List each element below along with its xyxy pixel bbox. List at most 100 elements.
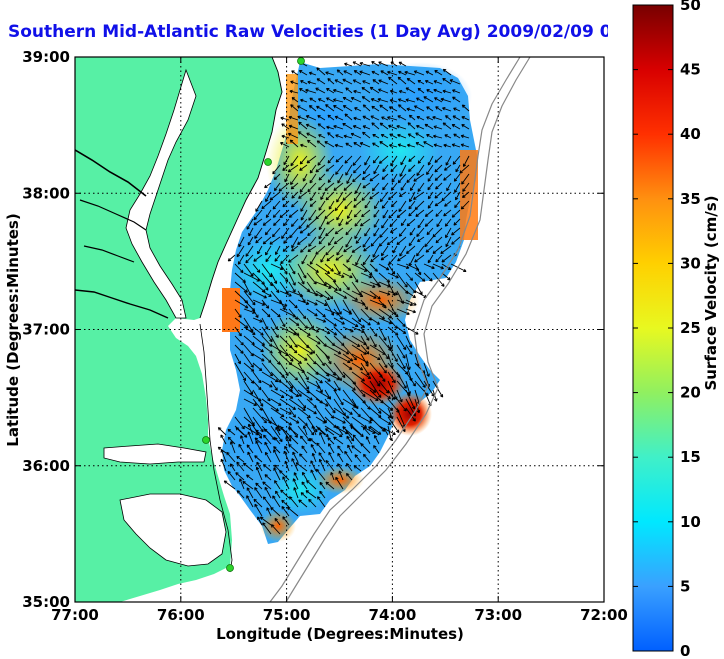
- velocity-arrow: [299, 164, 308, 171]
- velocity-arrow: [444, 218, 452, 227]
- velocity-arrow: [279, 290, 292, 297]
- velocity-arrow: [288, 335, 298, 348]
- velocity-arrow: [361, 86, 371, 94]
- velocity-arrow: [343, 70, 353, 76]
- velocity-arrow: [350, 96, 362, 103]
- velocity-arrow: [371, 122, 380, 130]
- velocity-arrow: [282, 476, 290, 490]
- velocity-arrow: [255, 200, 263, 212]
- velocity-arrow: [408, 164, 416, 173]
- velocity-arrow: [423, 272, 433, 282]
- velocity-arrow: [288, 353, 302, 365]
- velocity-arrow: [396, 236, 407, 246]
- velocity-arrow: [408, 114, 416, 121]
- velocity-arrow: [327, 132, 335, 139]
- velocity-arrow: [297, 371, 310, 390]
- map-title: Southern Mid-Atlantic Raw Velocities (1 …: [8, 22, 608, 42]
- velocity-arrow: [280, 142, 290, 148]
- velocity-arrow: [369, 86, 380, 94]
- velocity-arrow: [279, 299, 286, 311]
- radar-stations: [202, 57, 305, 572]
- velocity-arrow: [307, 182, 317, 193]
- x-tick-label: 76:00: [157, 606, 205, 624]
- velocity-arrow: [345, 87, 353, 94]
- velocity-arrow: [399, 164, 407, 177]
- velocity-arrow: [344, 113, 353, 121]
- velocity-arrow: [297, 362, 309, 381]
- velocity-arrow: [434, 200, 443, 207]
- velocity-arrow: [434, 70, 443, 76]
- velocity-arrow: [362, 426, 371, 436]
- velocity-arrow: [298, 218, 308, 230]
- velocity-arrow: [405, 344, 413, 355]
- velocity-arrow: [253, 498, 263, 508]
- velocity-arrow: [282, 200, 290, 208]
- velocity-arrow: [287, 427, 299, 436]
- colorbar-tick-label: 45: [680, 61, 701, 79]
- velocity-arrow: [243, 326, 256, 336]
- velocity-arrow: [324, 182, 335, 191]
- velocity-arrow: [378, 155, 389, 164]
- velocity-arrow: [279, 209, 290, 219]
- velocity-arrow: [443, 164, 452, 171]
- velocity-arrow: [382, 209, 389, 219]
- velocity-arrow: [290, 80, 299, 85]
- velocity-arrow: [433, 80, 443, 85]
- velocity-arrow: [433, 88, 443, 94]
- velocity-arrow: [264, 486, 272, 499]
- velocity-arrow: [325, 227, 335, 237]
- velocity-arrow: [217, 427, 227, 436]
- velocity-arrow: [449, 79, 461, 85]
- velocity-arrow: [252, 362, 263, 372]
- velocity-arrow: [372, 155, 380, 164]
- velocity-arrow: [342, 122, 353, 130]
- velocity-arrow: [270, 380, 278, 391]
- velocity-arrow: [288, 115, 299, 121]
- velocity-arrow: [324, 344, 342, 355]
- velocity-arrow: [306, 218, 317, 228]
- velocity-arrow: [453, 133, 461, 139]
- velocity-arrow: [433, 143, 443, 148]
- velocity-arrow: [333, 407, 350, 419]
- velocity-arrow: [261, 308, 271, 318]
- velocity-arrow: [378, 317, 393, 325]
- velocity-arrow: [350, 425, 362, 436]
- velocity-arrow: [451, 209, 461, 218]
- velocity-arrow: [398, 70, 407, 76]
- velocity-arrow: [334, 200, 344, 212]
- velocity-arrow: [279, 272, 289, 283]
- velocity-arrow: [389, 218, 398, 228]
- velocity-arrow: [327, 236, 335, 246]
- velocity-arrow: [347, 444, 353, 454]
- velocity-arrow: [344, 62, 353, 67]
- velocity-arrow: [315, 209, 326, 220]
- velocity-arrow: [308, 105, 317, 112]
- velocity-arrow: [257, 516, 263, 526]
- isobath-outer: [285, 57, 531, 602]
- velocity-arrow: [360, 353, 369, 367]
- velocity-arrow: [442, 68, 452, 76]
- velocity-arrow: [254, 487, 263, 499]
- colorbar-tick-label: 20: [680, 384, 701, 402]
- james-river: [75, 289, 169, 319]
- velocity-arrow: [396, 308, 410, 316]
- velocity-arrow: [351, 398, 359, 410]
- velocity-arrow: [445, 227, 452, 239]
- velocity-arrow: [315, 87, 326, 94]
- velocity-arrow: [333, 317, 345, 325]
- velocity-arrow: [307, 80, 317, 85]
- velocity-arrow: [369, 353, 381, 361]
- velocity-arrow: [301, 254, 308, 265]
- velocity-arrow: [311, 452, 317, 463]
- velocity-arrow: [297, 115, 308, 121]
- velocity-arrow: [389, 89, 398, 94]
- velocity-arrow: [443, 173, 452, 181]
- velocity-arrow: [333, 105, 344, 112]
- velocity-arrow: [274, 517, 281, 526]
- velocity-arrow: [351, 407, 361, 418]
- velocity-arrow: [351, 344, 367, 355]
- velocity-arrow: [423, 141, 434, 148]
- velocity-arrow: [396, 335, 407, 351]
- velocity-arrow: [288, 326, 300, 336]
- velocity-arrow: [301, 445, 308, 454]
